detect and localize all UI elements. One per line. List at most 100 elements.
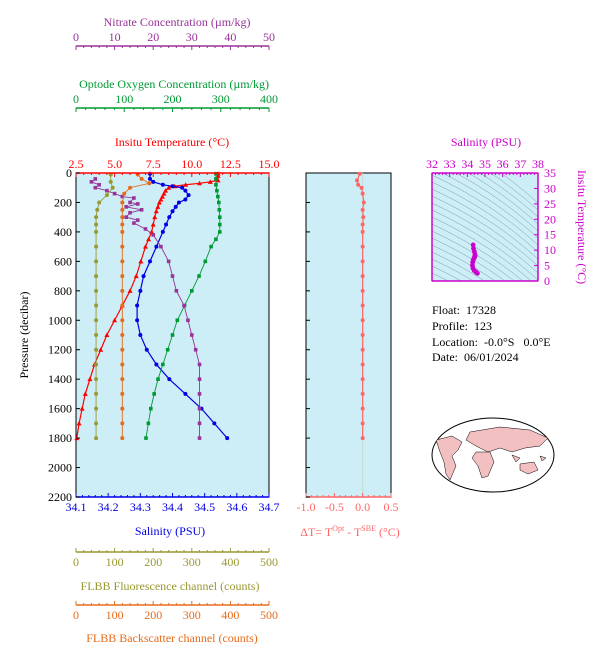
series-fluorescence-point <box>94 222 99 227</box>
isopycnal-curve <box>432 209 538 281</box>
series-backscatter-point <box>120 303 125 308</box>
ts-temperature-tick-label: 30 <box>544 181 556 195</box>
series-oxygen-point <box>217 230 222 234</box>
salinity-axis-tick-label: 34.6 <box>226 500 247 514</box>
series-nitrate-point <box>139 208 144 212</box>
series-backscatter-point <box>120 333 125 337</box>
nitrate-axis-tick-label: 50 <box>263 30 275 44</box>
nitrate-axis-tick-label: 20 <box>147 30 159 44</box>
series-nitrate-point <box>132 221 136 225</box>
ts-salinity-axis: 32 33 34 35 36 37 38 <box>426 157 544 177</box>
series-fluorescence-point <box>94 391 99 396</box>
isopycnal-curve <box>432 174 538 246</box>
series-nitrate-point <box>135 218 140 222</box>
ts-temperature-tick-label: 15 <box>544 228 556 242</box>
backscatter-axis-title: FLBB Backscatter channel (counts) <box>86 631 258 645</box>
series-backscatter-point <box>120 274 125 279</box>
series-salinity-point <box>186 193 191 198</box>
series-delta-t-point <box>360 362 365 367</box>
ts-salinity-axis-tick-label: 36 <box>497 157 509 171</box>
series-nitrate-point <box>190 333 194 337</box>
backscatter-axis-tick-label: 300 <box>183 608 201 622</box>
nitrate-axis: 0 10 20 30 40 50 <box>73 30 275 50</box>
delta-t-axis-tick-label: -1.0 <box>297 500 316 514</box>
temperature-axis-title: Insitu Temperature (°C) <box>115 135 229 149</box>
ts-salinity-axis-tick-label: 34 <box>461 157 473 171</box>
fluorescence-axis-tick-label: 500 <box>260 555 278 569</box>
isopycnal-curve <box>467 173 538 225</box>
ts-temperature-tick-label: 25 <box>544 197 556 211</box>
isopycnal-curve <box>432 265 462 281</box>
series-nitrate-point <box>135 202 140 206</box>
isopycnal-curve <box>441 173 538 239</box>
series-backscatter-point <box>120 215 125 220</box>
ts-salinity-axis-tick-label: 35 <box>479 157 491 171</box>
series-oxygen-point <box>214 182 218 187</box>
series-oxygen-point <box>175 318 180 323</box>
nitrate-axis-tick-label: 40 <box>224 30 236 44</box>
isopycnal-curve <box>432 188 538 260</box>
series-nitrate-point <box>132 196 136 200</box>
series-temperature-point <box>166 185 172 190</box>
isopycnal-curve <box>500 173 538 204</box>
map-land-americas <box>435 435 463 481</box>
series-nitrate-point <box>174 289 179 293</box>
series-salinity-point <box>151 179 156 184</box>
series-temperature-point <box>146 236 152 242</box>
isopycnal-curve <box>432 258 474 281</box>
series-oxygen-point <box>156 377 160 381</box>
oxygen-axis-tick-label: 0 <box>73 92 79 106</box>
series-fluorescence-point <box>94 229 99 234</box>
series-delta-t-point <box>360 274 365 279</box>
series-salinity-point <box>135 303 140 308</box>
series-delta-t-point <box>360 259 365 264</box>
isopycnal-lines <box>432 173 538 281</box>
series-temperature <box>74 171 221 441</box>
pressure-tick-label: 2200 <box>48 490 72 504</box>
backscatter-axis-tick-label: 100 <box>106 608 124 622</box>
series-delta-t-point <box>360 244 365 249</box>
series-backscatter-point <box>122 191 127 196</box>
series-salinity-point <box>154 244 159 249</box>
backscatter-axis-tick-label: 500 <box>260 608 278 622</box>
series-temperature-point <box>79 406 85 411</box>
series-nitrate-point <box>197 406 202 411</box>
ts-temperature-axis-title: Insitu Temperature (°C) <box>575 170 589 284</box>
series-temperature-point <box>161 191 167 196</box>
oxygen-axis-tick-label: 200 <box>164 92 182 106</box>
series-delta-t-point <box>360 191 365 196</box>
ts-salinity-axis-tick-label: 38 <box>532 157 544 171</box>
series-nitrate-point <box>197 436 202 440</box>
series-fluorescence-point <box>94 362 99 367</box>
series-salinity-point <box>170 209 175 214</box>
fluorescence-axis-tick-label: 200 <box>144 555 162 569</box>
backscatter-axis: 0 100 200 300 400 500 <box>73 601 278 622</box>
series-nitrate-point <box>120 194 125 199</box>
series-temperature-point <box>159 194 165 199</box>
isopycnal-curve <box>432 251 486 281</box>
map-land-islands <box>511 454 547 463</box>
series-delta-t <box>355 171 366 441</box>
series-nitrate-point <box>124 205 128 209</box>
fluorescence-axis-tick-label: 400 <box>221 555 239 569</box>
series-salinity-point <box>173 204 178 209</box>
series-nitrate-point <box>105 188 109 193</box>
pressure-tick-label: 2000 <box>48 461 72 475</box>
series-fluorescence-point <box>110 185 115 190</box>
temperature-axis-tick-label: 7.5 <box>146 157 161 171</box>
series-salinity-point <box>135 318 140 323</box>
series-salinity-point <box>167 215 172 220</box>
series-delta-t-point <box>361 200 366 205</box>
series-salinity-point <box>180 185 185 190</box>
map-land-eurasia <box>465 426 549 453</box>
series-backscatter-point <box>147 181 152 186</box>
series-fluorescence-point <box>95 207 100 212</box>
series-salinity-point <box>138 333 143 337</box>
series-salinity-point <box>164 222 169 227</box>
series-nitrate-point <box>197 392 202 396</box>
series-delta-t-point <box>360 229 365 234</box>
series-oxygen-point <box>146 421 151 426</box>
series-nitrate-point <box>197 362 202 367</box>
series-temperature-point <box>98 347 104 352</box>
